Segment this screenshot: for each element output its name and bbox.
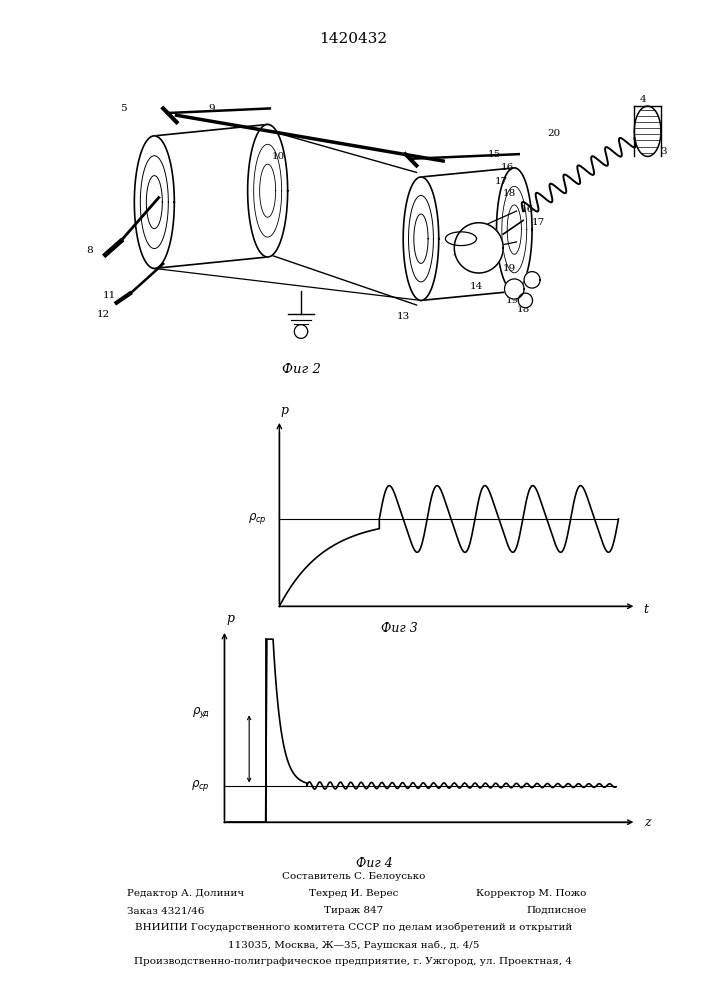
Text: p: p	[281, 404, 288, 417]
Text: 12: 12	[97, 310, 110, 319]
Polygon shape	[134, 136, 175, 268]
Text: 19: 19	[506, 296, 519, 305]
Text: 16: 16	[521, 205, 534, 214]
Text: 4: 4	[640, 95, 646, 104]
Text: 18: 18	[517, 305, 530, 314]
Text: 113035, Москва, Ж—35, Раушская наб., д. 4/5: 113035, Москва, Ж—35, Раушская наб., д. …	[228, 940, 479, 950]
Text: 10: 10	[272, 152, 286, 161]
Text: 18: 18	[503, 188, 517, 198]
Polygon shape	[524, 272, 540, 288]
Text: p: p	[227, 612, 235, 625]
Text: 3: 3	[660, 147, 667, 156]
Polygon shape	[505, 279, 524, 299]
Text: 1420432: 1420432	[320, 32, 387, 46]
Text: Фиг 3: Фиг 3	[381, 622, 418, 635]
Text: Тираж 847: Тираж 847	[324, 906, 383, 915]
Text: 9: 9	[209, 104, 216, 113]
Text: Редактор А. Долинич: Редактор А. Долинич	[127, 889, 245, 898]
Polygon shape	[634, 106, 661, 156]
Polygon shape	[445, 232, 477, 246]
Text: 13: 13	[397, 312, 410, 321]
Text: $\rho_{y\!д}$: $\rho_{y\!д}$	[192, 705, 210, 720]
Text: Фиг 4: Фиг 4	[356, 857, 393, 870]
Text: Производственно-полиграфическое предприятие, г. Ужгород, ул. Проектная, 4: Производственно-полиграфическое предприя…	[134, 957, 573, 966]
Text: Корректор М. Пожо: Корректор М. Пожо	[477, 889, 587, 898]
Text: 20: 20	[548, 129, 561, 138]
Text: 15: 15	[488, 150, 501, 159]
Text: Техред И. Верес: Техред И. Верес	[309, 889, 398, 898]
Text: Составитель С. Белоусько: Составитель С. Белоусько	[282, 872, 425, 881]
Polygon shape	[455, 223, 503, 273]
Text: 16: 16	[501, 163, 514, 172]
Polygon shape	[518, 293, 532, 308]
Polygon shape	[403, 177, 439, 300]
Text: 5: 5	[120, 104, 127, 113]
Text: $\rho_{cp}$: $\rho_{cp}$	[191, 778, 210, 793]
Text: $\rho_{cp}$: $\rho_{cp}$	[248, 511, 267, 526]
Text: 14: 14	[470, 282, 483, 291]
Text: 8: 8	[86, 246, 93, 255]
Text: 19: 19	[503, 264, 517, 273]
Polygon shape	[496, 168, 532, 291]
Text: z: z	[645, 816, 651, 829]
Text: t: t	[643, 603, 648, 616]
Text: 17: 17	[494, 177, 508, 186]
Text: 11: 11	[103, 291, 117, 300]
Text: ВНИИПИ Государственного комитета СССР по делам изобретений и открытий: ВНИИПИ Государственного комитета СССР по…	[135, 923, 572, 932]
Text: 17: 17	[532, 218, 545, 227]
Polygon shape	[247, 124, 288, 257]
Text: Фиг 2: Фиг 2	[281, 363, 320, 376]
Text: Заказ 4321/46: Заказ 4321/46	[127, 906, 204, 915]
Text: Подписное: Подписное	[527, 906, 587, 915]
